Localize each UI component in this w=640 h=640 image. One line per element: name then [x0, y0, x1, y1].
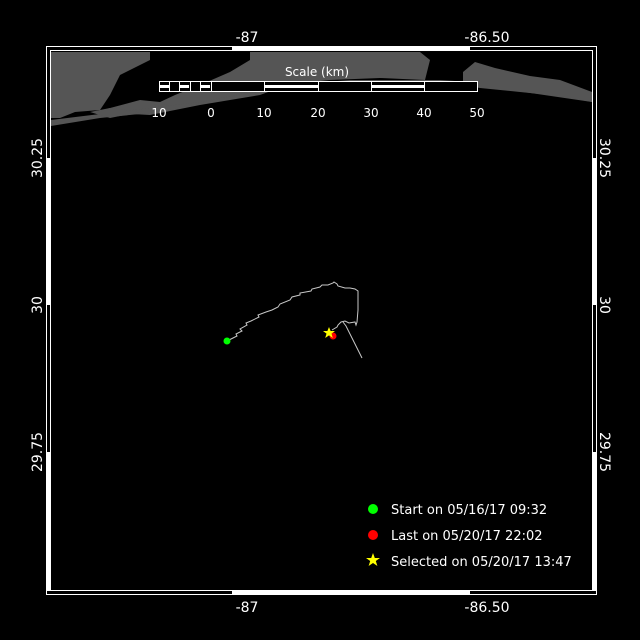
- legend: Start on 05/16/17 09:32 Last on 05/20/17…: [366, 503, 572, 570]
- lon-tick-top: -87: [236, 30, 259, 46]
- legend-last-label: Last on 05/20/17 22:02: [391, 529, 543, 544]
- lat-tick-right: 30.25: [596, 138, 612, 178]
- legend-start-label: Start on 05/16/17 09:32: [391, 503, 547, 518]
- lat-tick-right: 30: [596, 296, 612, 314]
- lat-tick-left: 29.75: [30, 432, 46, 472]
- lon-tick-top: -86.50: [464, 30, 509, 46]
- scale-label: 20: [310, 106, 325, 120]
- legend-star-icon: [366, 553, 380, 566]
- scale-label: 50: [469, 106, 484, 120]
- lat-tick-left: 30.25: [30, 138, 46, 178]
- scale-label: 40: [416, 106, 431, 120]
- lon-tick-bottom: -86.50: [464, 600, 509, 616]
- selected-star-marker: [323, 327, 335, 338]
- scale-label: 10: [256, 106, 271, 120]
- lon-tick-bottom: -87: [236, 600, 259, 616]
- drifter-track: [226, 281, 359, 342]
- frame-bars: [46, 46, 597, 595]
- legend-selected-label: Selected on 05/20/17 13:47: [391, 555, 572, 570]
- scale-title: Scale (km): [285, 65, 349, 79]
- scale-label: 10: [151, 106, 166, 120]
- start-marker: [223, 337, 231, 345]
- scale-label: 0: [207, 106, 215, 120]
- lat-tick-left: 30: [30, 296, 46, 314]
- drifter-track-segment: [342, 321, 363, 359]
- scale-bar: Scale (km) 10 0 10 20 30 40 50: [151, 65, 484, 120]
- lat-tick-right: 29.75: [596, 432, 612, 472]
- legend-start-icon: [368, 504, 378, 514]
- scale-label: 30: [363, 106, 378, 120]
- legend-last-icon: [368, 530, 378, 540]
